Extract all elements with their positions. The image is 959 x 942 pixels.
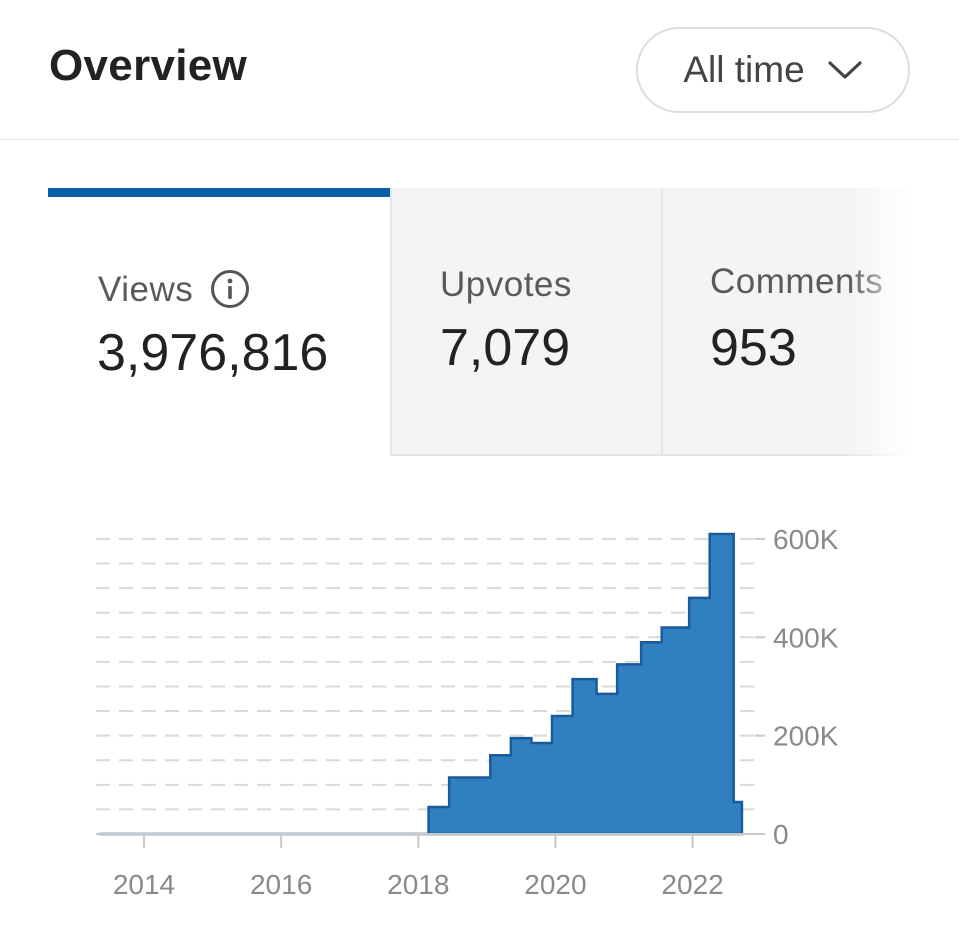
views-area-series (99, 532, 744, 836)
tab-upvotes[interactable]: Upvotes 7,079 (390, 188, 661, 456)
x-tick-label: 2020 (524, 869, 586, 900)
overview-header: Overview All time (0, 0, 959, 140)
y-tick-label: 200K (773, 721, 839, 752)
tab-upvotes-value: 7,079 (440, 319, 571, 377)
tab-comments[interactable]: Comments 953 (661, 188, 912, 456)
period-select-dropdown[interactable]: All time (636, 27, 910, 113)
metric-tabs: Views 3,976,816 Upvotes 7,079 Comments 9… (48, 188, 912, 458)
x-tick-label: 2022 (661, 869, 723, 900)
page-title: Overview (49, 41, 248, 90)
y-tick-label: 600K (773, 524, 839, 555)
tab-views-label: Views (98, 270, 194, 309)
info-icon[interactable] (210, 269, 250, 309)
x-tick-label: 2018 (387, 869, 449, 900)
tab-views[interactable]: Views 3,976,816 (48, 188, 390, 456)
y-tick-label: 0 (773, 819, 789, 850)
tab-comments-label: Comments (710, 262, 884, 301)
y-tick-label: 400K (773, 622, 839, 653)
tab-views-value: 3,976,816 (97, 324, 329, 382)
tab-upvotes-label: Upvotes (440, 265, 572, 304)
period-select-label: All time (683, 49, 805, 90)
x-tick-label: 2016 (250, 869, 312, 900)
chevron-down-icon (828, 61, 862, 79)
x-tick-label: 2014 (113, 869, 175, 900)
views-chart: 600K 400K 200K 0 2014 2016 2018 2020 2022 (96, 524, 839, 900)
tab-comments-value: 953 (710, 319, 797, 377)
